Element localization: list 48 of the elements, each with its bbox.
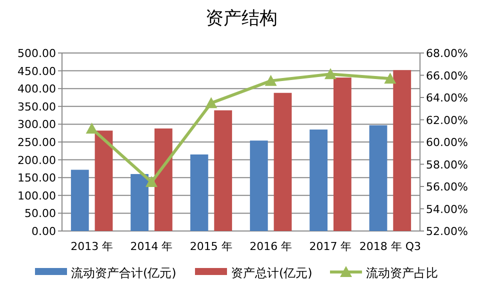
bar — [190, 154, 208, 231]
y2-tick-label: 68.00% — [426, 47, 468, 60]
x-tick-label: 2017 年 — [309, 240, 352, 253]
point — [384, 72, 396, 84]
y2-tick-label: 64.00% — [426, 92, 468, 104]
y2-tick-label: 66.00% — [426, 69, 468, 82]
bar — [369, 125, 388, 231]
y-tick-label: 500.00 — [18, 47, 56, 60]
y-tick-label: 400.00 — [18, 82, 56, 96]
x-tick-label: 2015 年 — [190, 240, 232, 253]
y2-tick-label: 54.00% — [426, 202, 468, 216]
y2-tick-label: 52.00% — [426, 225, 468, 238]
y-tick-label: 0.00 — [32, 225, 56, 238]
bar — [310, 130, 328, 231]
bar — [214, 110, 232, 231]
bar — [130, 174, 149, 231]
x-tick-label: 2018 年 Q3 — [359, 240, 421, 253]
legend-label: 资产总计(亿元) — [231, 266, 312, 280]
y2-tick-label: 58.00% — [426, 158, 468, 172]
y-tick-label: 150.00 — [18, 172, 56, 185]
chart-title: 资产结构 — [206, 8, 278, 29]
bar — [70, 170, 89, 231]
bar — [250, 140, 268, 231]
y-tick-label: 350.00 — [18, 100, 56, 114]
point — [264, 74, 277, 86]
point — [324, 68, 336, 80]
y2-tick-label: 60.00% — [426, 136, 468, 149]
y2-tick-label: 62.00% — [426, 114, 468, 127]
point — [205, 97, 218, 108]
x-tick-label: 2016 年 — [250, 240, 292, 253]
point — [146, 176, 158, 188]
x-tick-label: 2013 年 — [70, 240, 114, 253]
point — [86, 122, 98, 134]
legend-label: 流动资产占比 — [366, 266, 438, 280]
bar — [94, 130, 113, 231]
y-tick-label: 50.00 — [24, 207, 56, 220]
legend-label: 流动资产合计(亿元) — [71, 266, 176, 280]
y-tick-label: 250.00 — [18, 136, 56, 149]
bar — [274, 92, 292, 231]
y-tick-label: 300.00 — [18, 118, 56, 132]
bar — [154, 128, 172, 231]
bar — [333, 78, 352, 231]
y-tick-label: 200.00 — [18, 154, 56, 167]
y-tick-label: 450.00 — [18, 64, 56, 78]
bar — [393, 70, 412, 231]
y2-tick-label: 56.00% — [426, 180, 468, 194]
y-tick-label: 100.00 — [18, 189, 56, 202]
x-tick-label: 2014 年 — [130, 240, 173, 253]
